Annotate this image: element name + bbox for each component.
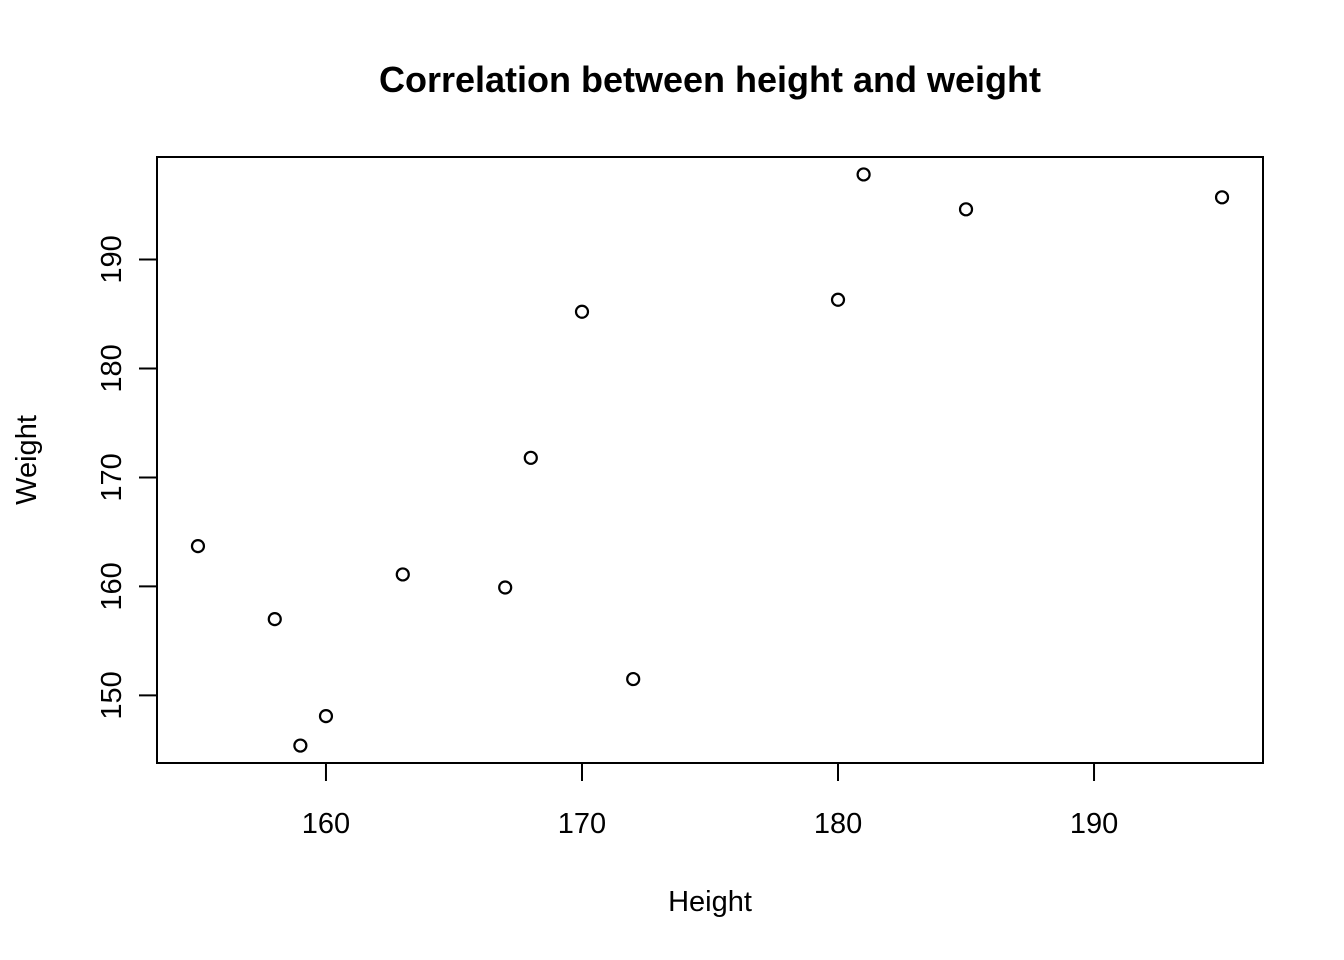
data-point: [574, 304, 590, 319]
data-point: [395, 567, 410, 582]
y-axis: 150 160 170 180 190: [96, 235, 158, 720]
y-tick-label: 170: [96, 453, 128, 501]
y-axis-label: Weight: [11, 415, 43, 505]
data-point: [318, 709, 334, 724]
x-axis: 160 170 180 190: [302, 762, 1118, 840]
data-point: [856, 167, 871, 182]
data-point: [523, 450, 538, 465]
y-tick-label: 150: [96, 671, 128, 719]
data-points: [190, 167, 1230, 753]
x-tick-label: 190: [1070, 808, 1118, 840]
x-tick-label: 170: [558, 808, 606, 840]
data-point: [626, 671, 641, 687]
data-point: [293, 738, 308, 753]
x-tick-label: 160: [302, 808, 350, 840]
data-point: [190, 539, 206, 554]
y-tick-label: 190: [96, 235, 128, 283]
data-point: [498, 580, 513, 595]
data-point: [958, 202, 974, 217]
x-axis-label: Height: [668, 886, 752, 918]
plot-frame: [156, 156, 1264, 764]
chart-title: Correlation between height and weight: [379, 59, 1041, 100]
y-tick-label: 180: [96, 344, 128, 392]
y-tick-label: 160: [96, 562, 128, 610]
data-point: [830, 292, 846, 307]
x-tick-label: 180: [814, 808, 862, 840]
data-point: [267, 612, 282, 627]
data-point: [1214, 190, 1230, 205]
